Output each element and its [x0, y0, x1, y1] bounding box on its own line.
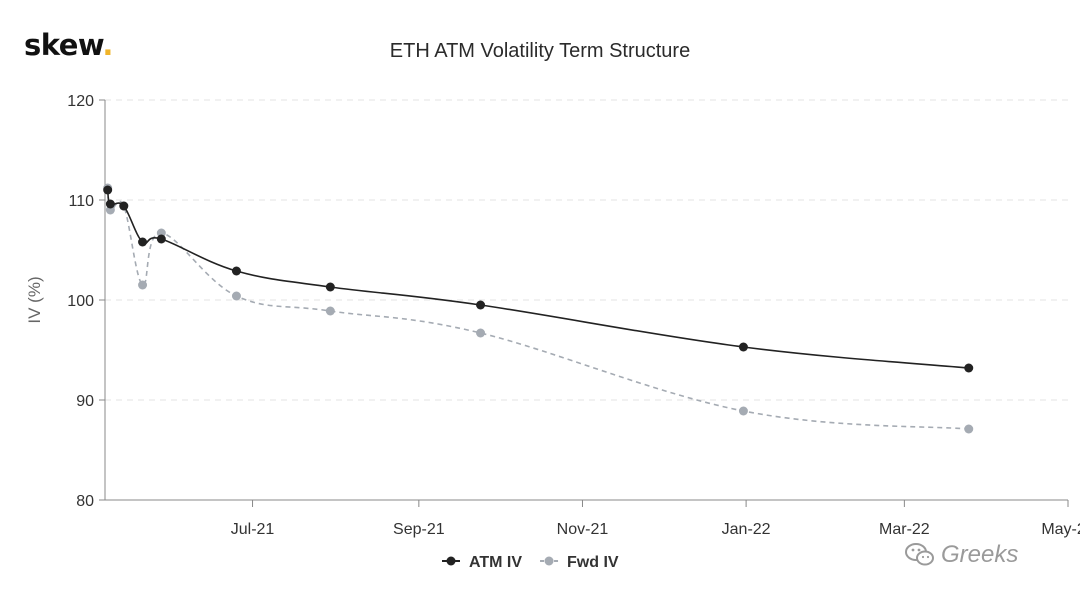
y-tick-label-120: 120 [67, 93, 94, 110]
data-point-fwd-iv-5 [231, 291, 241, 301]
x-tick-label-Jul-21: Jul-21 [231, 521, 275, 538]
data-point-fwd-iv-3 [138, 280, 148, 290]
data-point-atm-iv-0 [103, 185, 113, 195]
y-tick-label-90: 90 [76, 393, 94, 410]
series-line-fwd-iv [106, 187, 969, 430]
logo-dot: . [102, 28, 113, 62]
y-axis-label: IV (%) [25, 276, 44, 323]
legend-label-atm-iv: ATM IV [469, 554, 522, 571]
data-point-fwd-iv-6 [325, 306, 335, 316]
x-tick-label-Sep-21: Sep-21 [393, 521, 445, 538]
logo-text: skew [24, 28, 103, 62]
watermark-text: Greeks [941, 541, 1019, 568]
y-tick-label-110: 110 [68, 193, 94, 210]
data-point-fwd-iv-8 [738, 406, 748, 416]
x-tick-label-Jan-22: Jan-22 [722, 521, 771, 538]
series-atm-iv [103, 185, 974, 373]
wechat-icon [905, 543, 934, 566]
data-point-atm-iv-6 [325, 282, 335, 292]
data-point-atm-iv-2 [119, 201, 129, 211]
chart-title: ETH ATM Volatility Term Structure [389, 40, 691, 62]
data-point-fwd-iv-7 [476, 328, 486, 338]
x-tick-label-Nov-21: Nov-21 [557, 521, 609, 538]
x-tick-label-Mar-22: Mar-22 [879, 521, 930, 538]
legend[interactable]: ATM IV Fwd IV [442, 554, 619, 571]
grid-lines [105, 99, 1068, 401]
x-tick-label-May-22: May-22 [1041, 521, 1080, 538]
x-ticks: Jul-21 Sep-21 Nov-21 Jan-22 Mar-22 May-22 [231, 500, 1080, 538]
data-point-atm-iv-3 [138, 237, 148, 247]
series-group [103, 183, 974, 434]
legend-item-fwd-iv[interactable]: Fwd IV [540, 554, 619, 571]
data-point-atm-iv-4 [156, 234, 166, 244]
y-tick-label-100: 100 [67, 293, 94, 310]
series-fwd-iv [103, 183, 974, 434]
legend-marker-fwd-iv [544, 556, 554, 566]
data-point-atm-iv-1 [105, 199, 115, 209]
y-tick-label-80: 80 [76, 493, 94, 510]
legend-label-fwd-iv: Fwd IV [567, 554, 619, 571]
legend-item-atm-iv[interactable]: ATM IV [442, 554, 522, 571]
data-point-atm-iv-8 [738, 342, 748, 352]
data-point-atm-iv-5 [231, 266, 241, 276]
y-ticks: 80 90 100 110 120 [67, 93, 105, 510]
data-point-fwd-iv-9 [964, 424, 974, 434]
watermark: Greeks [905, 541, 1018, 569]
data-point-atm-iv-7 [476, 300, 486, 310]
skew-logo: skew. [24, 28, 113, 62]
data-point-atm-iv-9 [964, 363, 974, 373]
series-line-atm-iv [106, 189, 969, 369]
legend-marker-atm-iv [446, 556, 456, 566]
